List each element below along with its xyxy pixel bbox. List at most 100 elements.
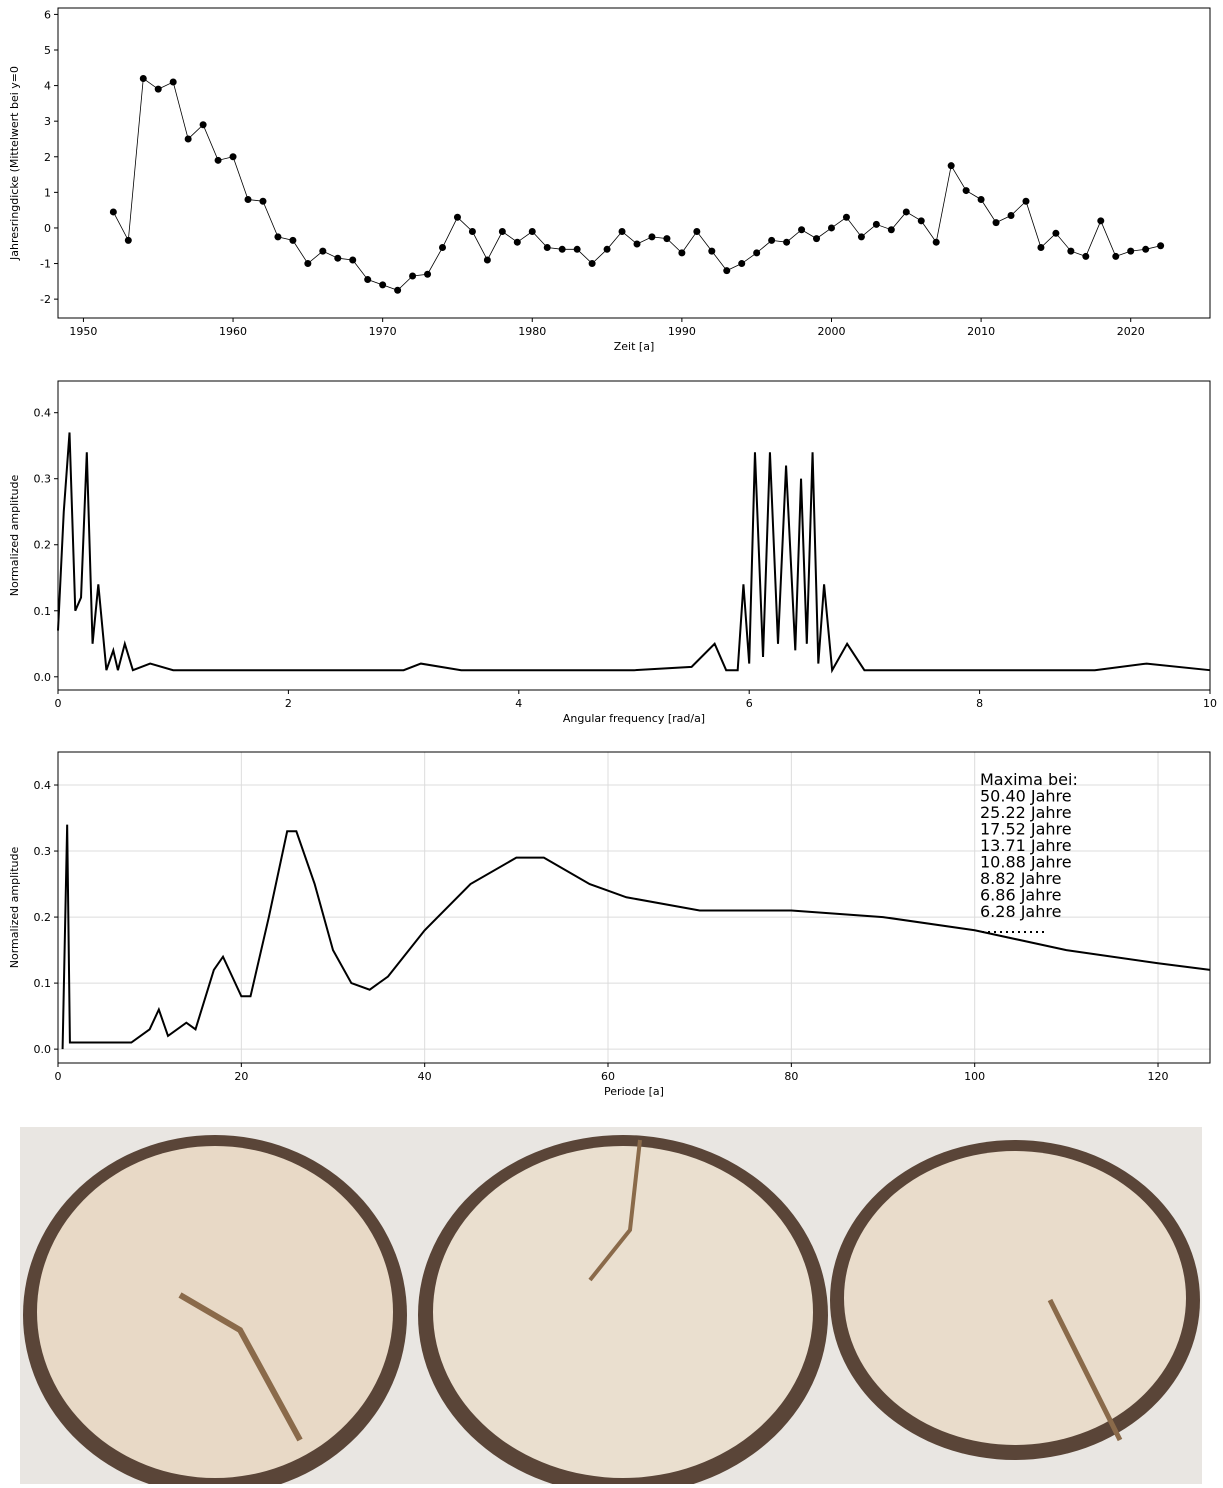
data-point: [648, 233, 656, 241]
data-point: [379, 281, 387, 289]
x-tick-label: 1960: [219, 325, 247, 338]
data-point: [184, 135, 192, 143]
y-tick-label: 0.4: [34, 407, 52, 420]
data-point: [453, 213, 461, 221]
data-point: [693, 228, 701, 236]
data-point: [947, 162, 955, 170]
annotation-line: 6.86 Jahre: [980, 886, 1061, 905]
data-point: [438, 244, 446, 252]
y-axis-label: Normalized amplitude: [8, 847, 21, 969]
data-point: [1022, 197, 1030, 205]
y-tick-label: 0.0: [34, 671, 52, 684]
x-tick-label: 6: [746, 697, 753, 710]
data-point: [259, 197, 267, 205]
x-tick-label: 120: [1148, 1070, 1169, 1083]
x-tick-label: 100: [964, 1070, 985, 1083]
y-tick-label: 5: [44, 44, 51, 57]
data-point: [1112, 252, 1120, 260]
data-point: [169, 78, 177, 86]
x-tick-label: 8: [976, 697, 983, 710]
data-point: [109, 208, 117, 216]
data-point: [962, 187, 970, 195]
x-tick-label: 1950: [69, 325, 97, 338]
data-line: [61, 824, 1211, 1050]
data-point: [543, 244, 551, 252]
data-point: [738, 260, 746, 268]
x-tick-label: 80: [784, 1070, 798, 1083]
data-point: [977, 195, 985, 203]
y-tick-label: 0.4: [34, 779, 52, 792]
y-tick-label: 4: [44, 80, 51, 93]
data-point: [244, 195, 252, 203]
annotation-line: 8.82 Jahre: [980, 869, 1061, 888]
data-point: [1142, 245, 1150, 253]
crack: [178, 1292, 303, 1442]
x-tick-label: 4: [515, 697, 522, 710]
data-point: [1037, 244, 1045, 252]
x-axis-label: Zeit [a]: [614, 340, 655, 353]
data-point: [1097, 217, 1105, 225]
data-point: [304, 260, 312, 268]
x-axis-label: Periode [a]: [604, 1085, 664, 1098]
crack: [588, 1139, 642, 1282]
data-point: [229, 153, 237, 161]
data-point: [917, 217, 925, 225]
annotation-line: 50.40 Jahre: [980, 787, 1072, 806]
x-tick-label: 1990: [668, 325, 696, 338]
data-point: [1082, 252, 1090, 260]
y-tick-label: 1: [44, 186, 51, 199]
data-point: [468, 228, 476, 236]
y-tick-label: 0.2: [34, 911, 52, 924]
y-axis-label: Jahresringdicke (Mittelwert bei y=0: [8, 66, 21, 261]
data-point: [409, 272, 417, 280]
x-tick-label: 0: [55, 697, 62, 710]
data-point: [992, 219, 1000, 227]
data-point: [349, 256, 357, 264]
data-point: [513, 238, 521, 246]
data-point: [154, 85, 162, 93]
data-point: [663, 235, 671, 243]
data-point: [199, 121, 207, 129]
x-tick-label: 2010: [967, 325, 995, 338]
data-point: [768, 236, 776, 244]
data-point: [857, 233, 865, 241]
data-point: [723, 267, 731, 275]
y-tick-label: 0: [44, 222, 51, 235]
data-line: [113, 77, 1161, 291]
plot-frame: [57, 7, 1211, 319]
data-line: [57, 432, 1211, 674]
data-point: [124, 236, 132, 244]
annotation-line: 6.28 Jahre: [980, 902, 1061, 921]
annotation-line: 13.71 Jahre: [980, 836, 1072, 855]
data-point: [827, 224, 835, 232]
x-tick-label: 10: [1203, 697, 1217, 710]
data-point: [887, 226, 895, 234]
data-point: [798, 226, 806, 234]
data-point: [1067, 247, 1075, 255]
data-point: [394, 286, 402, 294]
data-point: [528, 228, 536, 236]
y-tick-label: -2: [40, 293, 51, 306]
x-tick-label: 2: [285, 697, 292, 710]
x-tick-label: 2020: [1117, 325, 1145, 338]
data-point: [424, 270, 432, 278]
y-tick-label: 0.3: [34, 473, 52, 486]
x-axis-label: Angular frequency [rad/a]: [563, 712, 705, 725]
data-point: [1127, 247, 1135, 255]
plot-frame: [57, 380, 1211, 691]
photo: [20, 1127, 1202, 1488]
data-point: [274, 233, 282, 241]
data-point: [214, 156, 222, 164]
y-axis-label: Normalized amplitude: [8, 475, 21, 597]
data-point: [753, 249, 761, 257]
data-point: [633, 240, 641, 248]
data-point: [678, 249, 686, 257]
y-tick-label: 0.0: [34, 1043, 52, 1056]
y-tick-label: 0.1: [34, 977, 52, 990]
x-tick-label: 60: [601, 1070, 615, 1083]
wood-slice-face: [844, 1151, 1186, 1445]
data-point: [319, 247, 327, 255]
data-point: [902, 208, 910, 216]
y-tick-label: 6: [44, 8, 51, 21]
